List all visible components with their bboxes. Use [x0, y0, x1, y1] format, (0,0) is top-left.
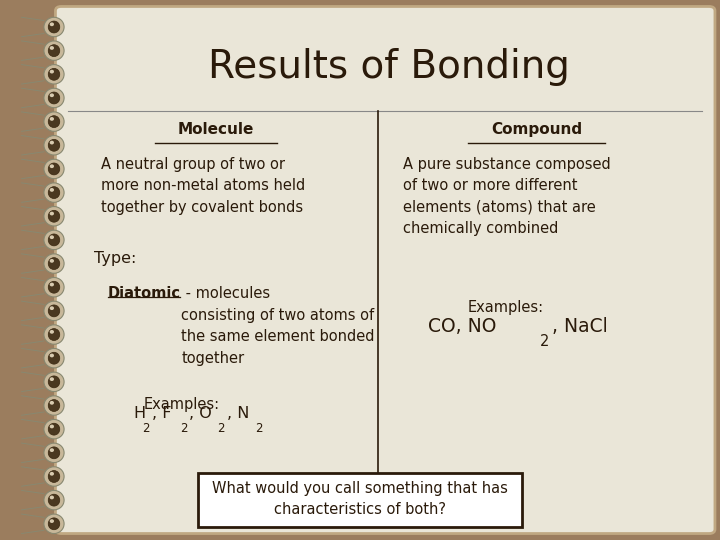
Text: 2: 2 [143, 422, 150, 435]
Ellipse shape [48, 400, 60, 411]
Ellipse shape [48, 329, 60, 341]
Ellipse shape [50, 306, 54, 310]
Ellipse shape [44, 112, 64, 131]
Ellipse shape [48, 376, 60, 388]
Ellipse shape [50, 448, 54, 452]
Ellipse shape [48, 45, 60, 57]
Ellipse shape [44, 88, 64, 107]
Ellipse shape [50, 330, 54, 334]
Text: Examples:: Examples: [468, 300, 544, 315]
Text: 2: 2 [217, 422, 225, 435]
Ellipse shape [50, 259, 54, 263]
Text: 2: 2 [540, 334, 549, 349]
Ellipse shape [50, 424, 54, 428]
Ellipse shape [50, 401, 54, 404]
Ellipse shape [48, 281, 60, 293]
Ellipse shape [48, 423, 60, 435]
Ellipse shape [44, 443, 64, 463]
Text: Compound: Compound [491, 122, 582, 137]
Ellipse shape [44, 136, 64, 155]
Ellipse shape [50, 93, 54, 97]
Text: H: H [133, 407, 145, 422]
Ellipse shape [48, 494, 60, 506]
Ellipse shape [50, 282, 54, 286]
Ellipse shape [44, 41, 64, 60]
Ellipse shape [44, 467, 64, 486]
Text: , F: , F [152, 407, 171, 422]
Ellipse shape [44, 372, 64, 391]
FancyBboxPatch shape [55, 6, 715, 534]
Ellipse shape [50, 164, 54, 168]
Ellipse shape [44, 278, 64, 297]
Text: 2: 2 [180, 422, 187, 435]
Ellipse shape [44, 514, 64, 534]
Text: - molecules
consisting of two atoms of
the same element bonded
together: - molecules consisting of two atoms of t… [181, 286, 375, 366]
Ellipse shape [48, 258, 60, 269]
Ellipse shape [50, 354, 54, 357]
Text: Results of Bonding: Results of Bonding [208, 49, 570, 86]
Ellipse shape [48, 234, 60, 246]
Ellipse shape [44, 254, 64, 273]
Text: Type:: Type: [94, 251, 136, 266]
Ellipse shape [48, 92, 60, 104]
FancyBboxPatch shape [198, 472, 522, 526]
Ellipse shape [44, 159, 64, 179]
Ellipse shape [50, 235, 54, 239]
Ellipse shape [44, 183, 64, 202]
Ellipse shape [44, 206, 64, 226]
Ellipse shape [50, 519, 54, 523]
Ellipse shape [44, 301, 64, 321]
Ellipse shape [44, 490, 64, 510]
Text: Examples:: Examples: [144, 397, 220, 412]
Text: A pure substance composed
of two or more different
elements (atoms) that are
che: A pure substance composed of two or more… [403, 157, 611, 237]
Text: Diatomic: Diatomic [108, 286, 181, 301]
Ellipse shape [44, 17, 64, 37]
Ellipse shape [50, 23, 54, 26]
Text: 2: 2 [255, 422, 262, 435]
Ellipse shape [48, 518, 60, 530]
Ellipse shape [50, 377, 54, 381]
Ellipse shape [48, 163, 60, 175]
Ellipse shape [48, 352, 60, 364]
Ellipse shape [50, 141, 54, 145]
Ellipse shape [44, 230, 64, 249]
Text: A neutral group of two or
more non-metal atoms held
together by covalent bonds: A neutral group of two or more non-metal… [101, 157, 305, 215]
Text: Molecule: Molecule [178, 122, 254, 137]
Ellipse shape [50, 117, 54, 121]
Text: , NaCl: , NaCl [552, 317, 608, 336]
Ellipse shape [44, 325, 64, 345]
Text: What would you call something that has
characteristics of both?: What would you call something that has c… [212, 482, 508, 517]
Ellipse shape [50, 188, 54, 192]
Ellipse shape [48, 305, 60, 317]
Ellipse shape [50, 496, 54, 500]
Text: , N: , N [227, 407, 249, 422]
Ellipse shape [48, 139, 60, 151]
Ellipse shape [48, 69, 60, 80]
Ellipse shape [48, 470, 60, 482]
Ellipse shape [44, 420, 64, 439]
Ellipse shape [50, 70, 54, 73]
Ellipse shape [48, 21, 60, 33]
Ellipse shape [48, 116, 60, 127]
Ellipse shape [44, 348, 64, 368]
Ellipse shape [44, 65, 64, 84]
Ellipse shape [48, 210, 60, 222]
Ellipse shape [48, 187, 60, 199]
Ellipse shape [48, 447, 60, 459]
Text: , O: , O [189, 407, 212, 422]
Ellipse shape [44, 396, 64, 415]
Text: CO, NO: CO, NO [428, 317, 497, 336]
Ellipse shape [50, 46, 54, 50]
Ellipse shape [50, 212, 54, 215]
Ellipse shape [50, 472, 54, 476]
